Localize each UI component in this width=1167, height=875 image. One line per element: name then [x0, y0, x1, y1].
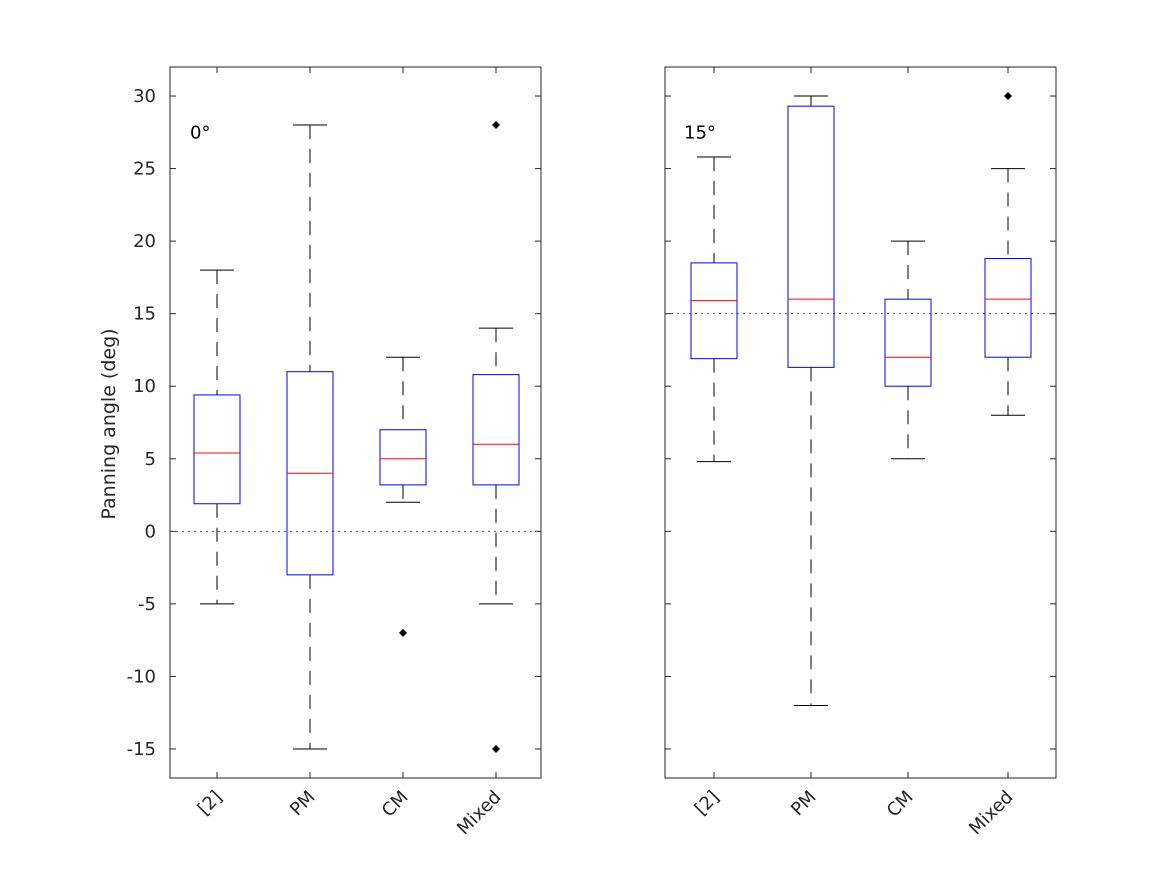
- y-tick-label: 25: [133, 159, 156, 180]
- box-Mixed: [472, 374, 520, 486]
- panel-annotation: 15°: [684, 122, 716, 143]
- box-CM: [884, 298, 932, 387]
- panel-annotation: 0°: [190, 122, 210, 143]
- y-tick-label: 5: [145, 449, 156, 470]
- outlier-point: [492, 121, 500, 130]
- x-tick-label: CM: [378, 787, 413, 822]
- y-tick-label: -15: [127, 739, 156, 760]
- y-tick-label: 10: [133, 376, 156, 397]
- y-tick-label: -10: [127, 666, 156, 687]
- outlier-point: [399, 628, 407, 637]
- axes-frame-1: [664, 66, 1057, 779]
- x-tick-label: [2]: [194, 787, 227, 820]
- x-tick-label: CM: [883, 787, 918, 822]
- box-Mixed: [984, 258, 1032, 358]
- outlier-point: [1004, 92, 1012, 101]
- x-tick-label: Mixed: [965, 787, 1017, 839]
- y-tick-label: 0: [145, 521, 156, 542]
- x-tick-label: Mixed: [453, 787, 505, 839]
- x-tick-label: PM: [286, 787, 320, 821]
- y-axis-label: Panning angle (deg): [98, 328, 120, 519]
- x-tick-label: PM: [787, 787, 821, 821]
- box-[2]: [193, 394, 241, 505]
- box-CM: [379, 429, 427, 486]
- y-tick-label: 20: [133, 231, 156, 252]
- y-tick-label: 15: [133, 304, 156, 325]
- outlier-point: [492, 744, 500, 753]
- x-tick-label: [2]: [691, 787, 724, 820]
- box-PM: [787, 105, 835, 368]
- box-[2]: [690, 262, 738, 360]
- y-tick-label: 30: [133, 86, 156, 107]
- y-tick-label: -5: [138, 594, 156, 615]
- axes-frame-0: [169, 66, 542, 779]
